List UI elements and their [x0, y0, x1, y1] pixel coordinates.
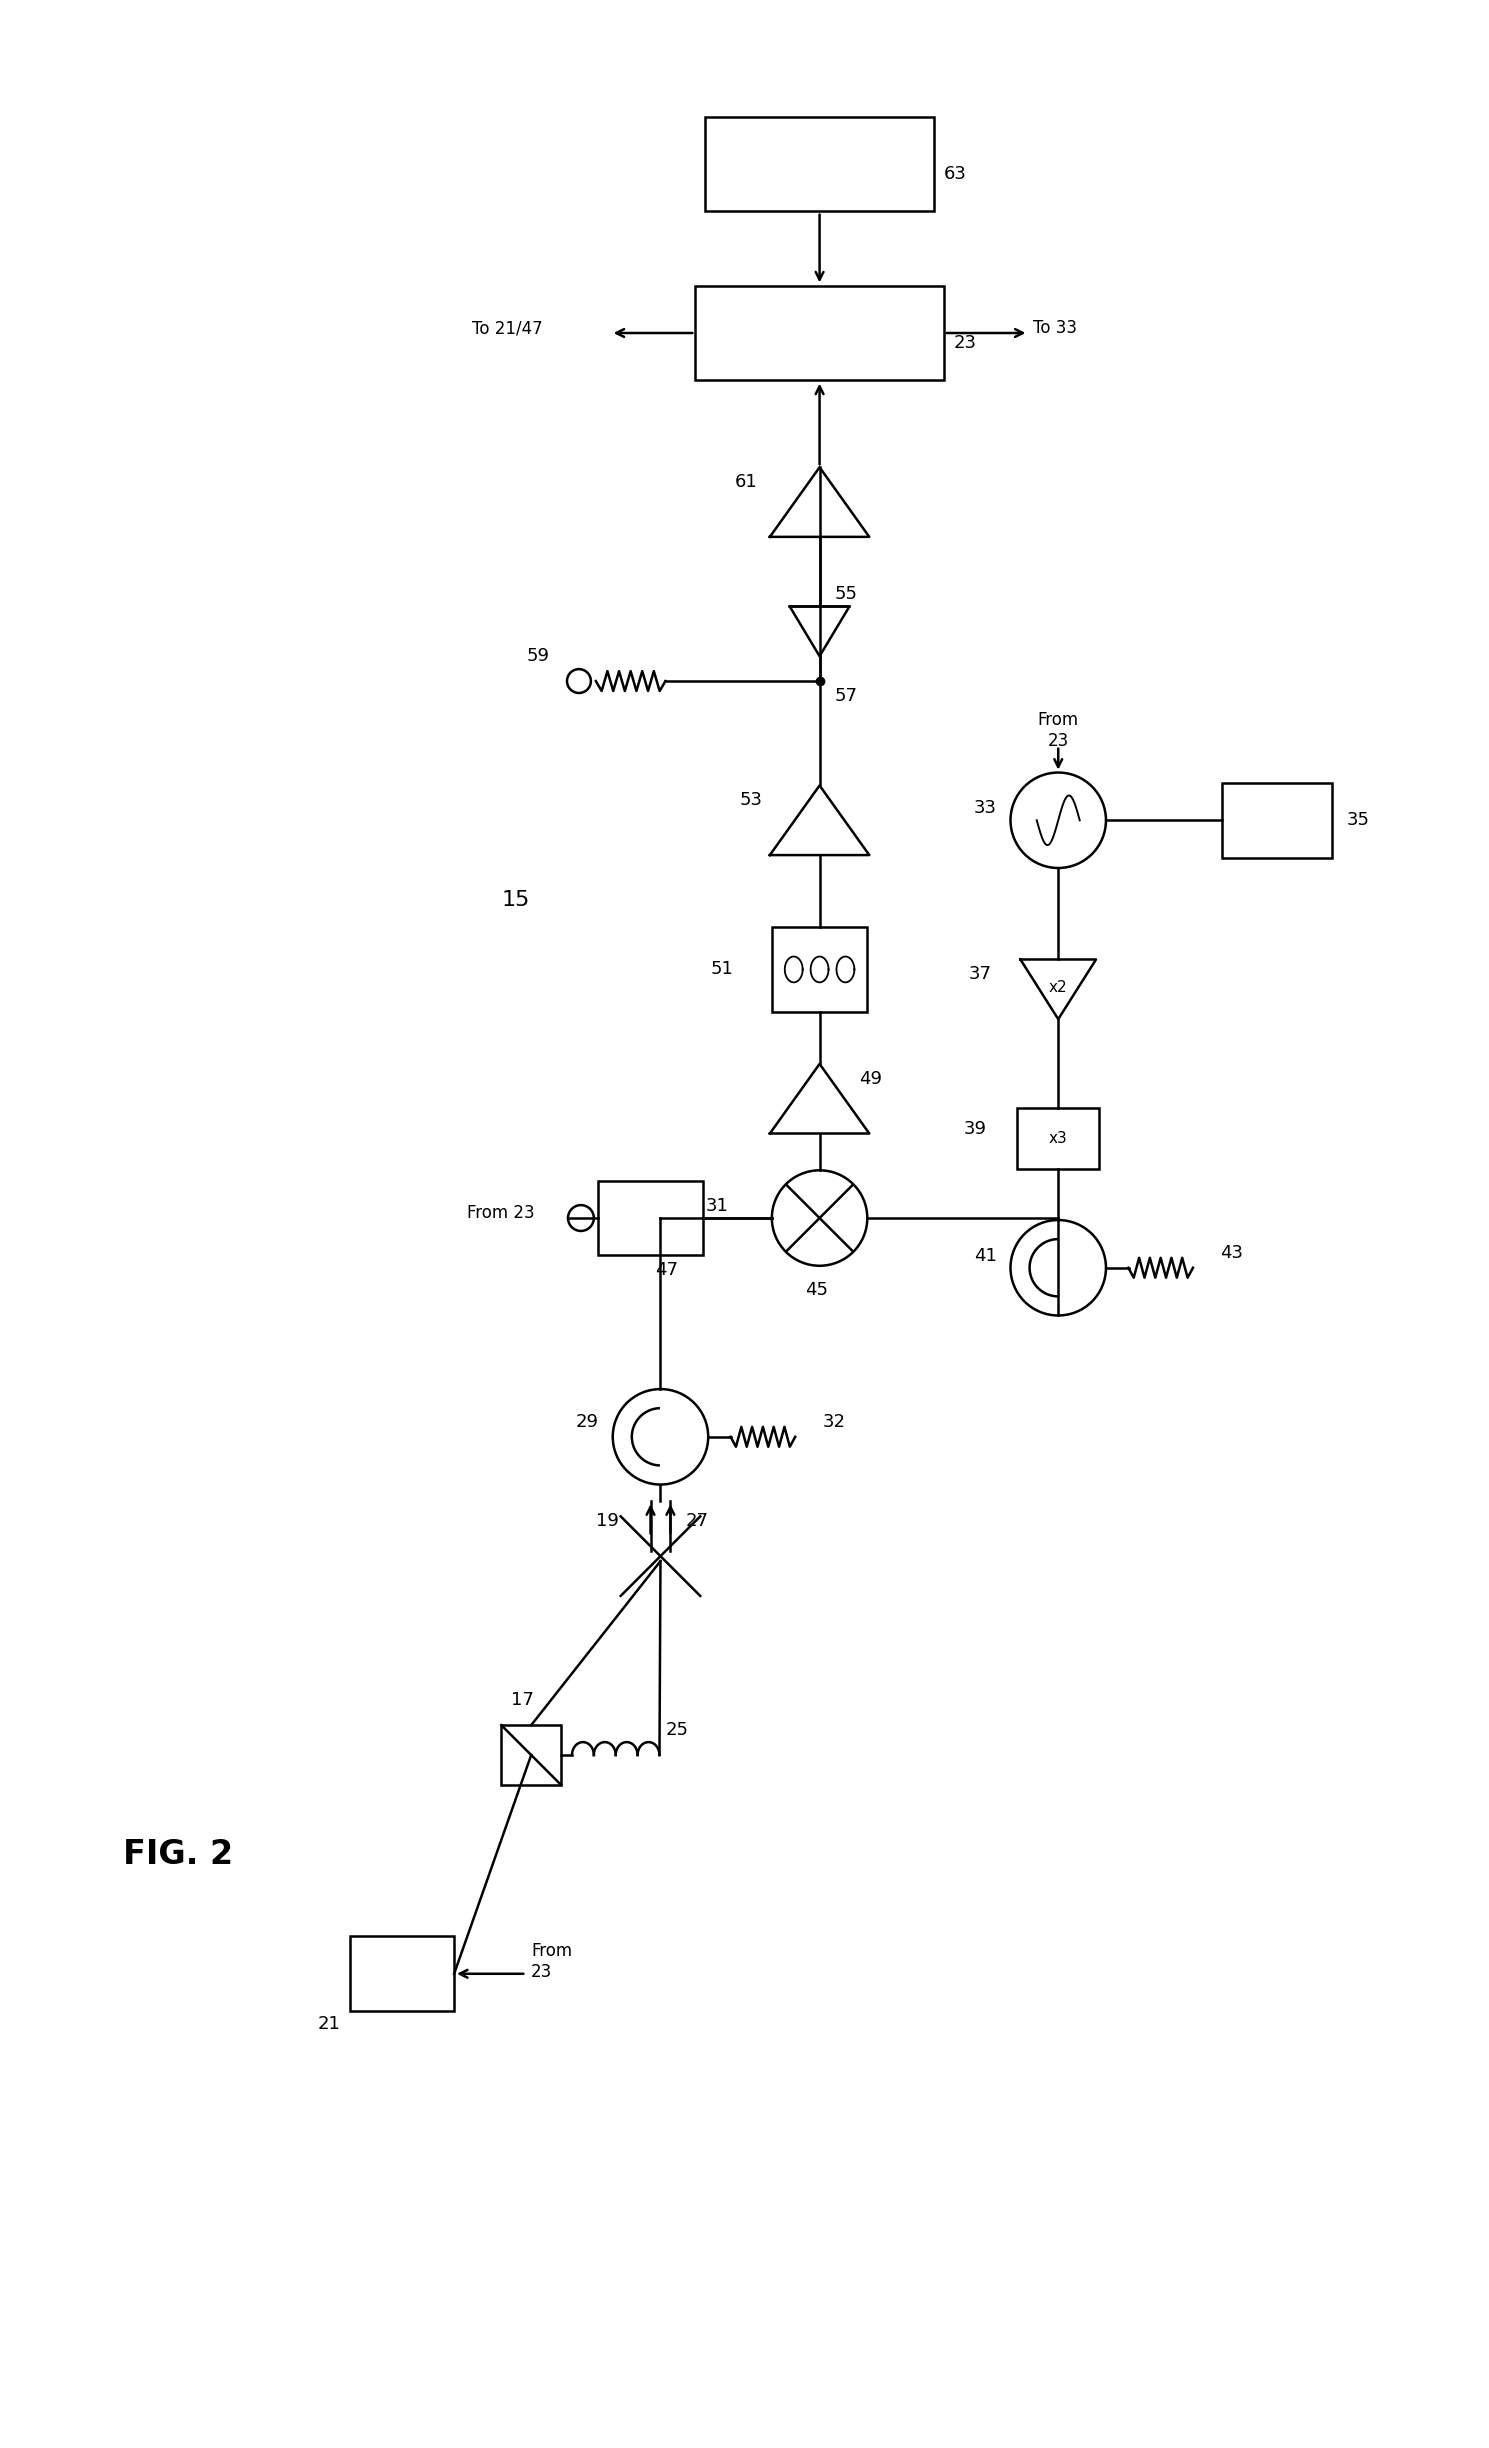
Text: From
23: From 23 — [532, 1941, 572, 1980]
Text: 51: 51 — [710, 960, 733, 979]
Text: 17: 17 — [511, 1692, 535, 1709]
Text: 33: 33 — [974, 800, 996, 818]
Bar — [1017, 1106, 1099, 1170]
Bar — [502, 1726, 561, 1785]
Text: 59: 59 — [526, 646, 549, 666]
Text: From 23: From 23 — [466, 1204, 535, 1222]
Bar — [1222, 783, 1331, 857]
Text: 47: 47 — [655, 1261, 679, 1278]
Text: From
23: From 23 — [1038, 712, 1080, 749]
Bar — [350, 1936, 454, 2012]
Text: 32: 32 — [822, 1412, 846, 1432]
Bar — [599, 1180, 703, 1256]
Text: 39: 39 — [963, 1119, 987, 1138]
Text: 41: 41 — [974, 1246, 996, 1266]
Text: 61: 61 — [736, 472, 758, 492]
Text: 23: 23 — [954, 333, 977, 353]
Text: 21: 21 — [317, 2015, 341, 2032]
Text: FIG. 2: FIG. 2 — [124, 1838, 234, 1870]
Text: x3: x3 — [1048, 1131, 1068, 1146]
Text: 29: 29 — [576, 1412, 599, 1432]
Text: 45: 45 — [804, 1280, 828, 1297]
Text: 37: 37 — [969, 965, 992, 984]
Text: To 33: To 33 — [1033, 318, 1078, 338]
Text: 25: 25 — [666, 1721, 688, 1738]
Text: 53: 53 — [740, 791, 762, 810]
Text: 49: 49 — [859, 1070, 883, 1087]
Text: 19: 19 — [596, 1513, 619, 1530]
Text: 55: 55 — [834, 585, 858, 602]
Text: To 21/47: To 21/47 — [472, 318, 542, 338]
Text: 31: 31 — [706, 1197, 728, 1214]
Text: 57: 57 — [834, 688, 858, 705]
Bar — [773, 928, 867, 1011]
Text: 27: 27 — [685, 1513, 709, 1530]
Text: 15: 15 — [502, 889, 530, 911]
Text: 63: 63 — [944, 164, 966, 184]
Text: 43: 43 — [1221, 1244, 1243, 1261]
Bar — [706, 118, 934, 211]
Text: 35: 35 — [1346, 810, 1370, 830]
Text: x2: x2 — [1048, 979, 1068, 994]
Bar — [695, 286, 944, 379]
